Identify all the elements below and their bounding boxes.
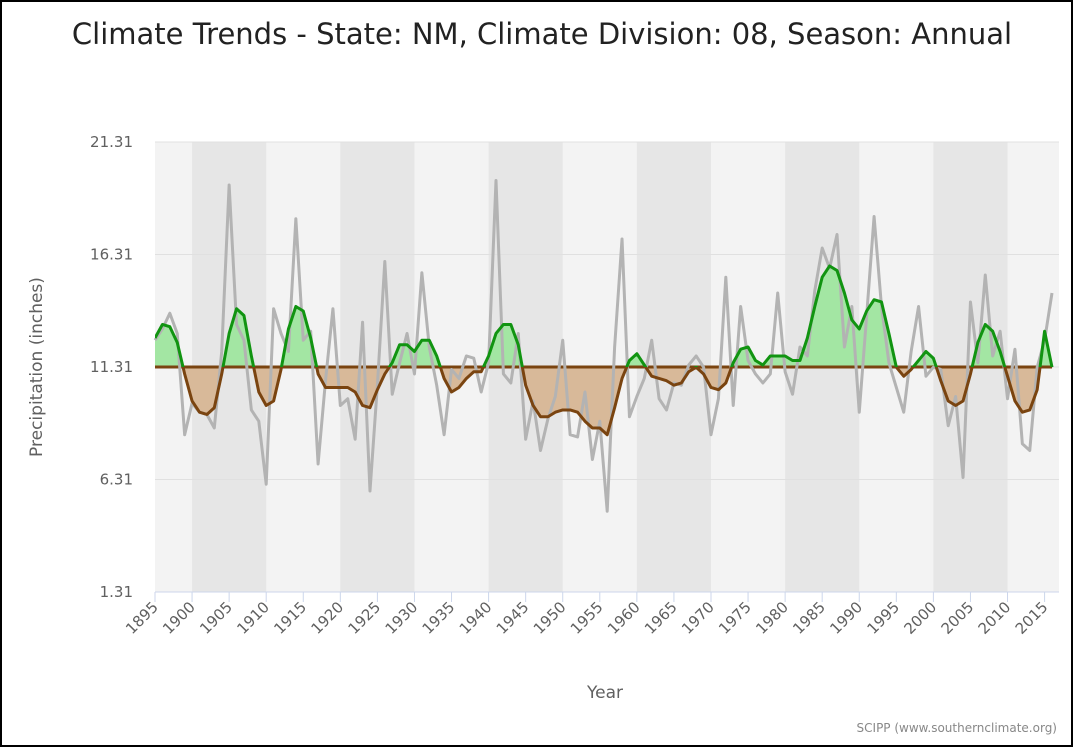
x-tick-label: 1975 — [715, 598, 755, 638]
x-tick-label: 1900 — [159, 598, 199, 638]
x-tick-label: 1950 — [530, 598, 570, 638]
smoothed-line-above — [155, 264, 1054, 367]
x-tick-label: 1905 — [196, 598, 236, 638]
x-tick-label: 1970 — [678, 598, 718, 638]
chart-title: Climate Trends - State: NM, Climate Divi… — [71, 17, 1013, 51]
smoothed-line-below — [181, 367, 1054, 437]
x-tick-label: 1920 — [307, 598, 347, 638]
credit: SCIPP (www.southernclimate.org) — [857, 721, 1057, 735]
y-tick-label: 1.31 — [100, 583, 133, 601]
x-tick-label: 1965 — [641, 598, 681, 638]
x-tick-label: 1995 — [863, 598, 903, 638]
y-tick-label: 21.31 — [90, 133, 133, 151]
x-tick-label: 1990 — [826, 598, 866, 638]
x-tick-label: 1915 — [270, 598, 310, 638]
x-tick-label: 1940 — [456, 598, 496, 638]
x-tick-label: 1930 — [382, 598, 422, 638]
x-axis-title: Year — [586, 683, 623, 703]
x-tick-label: 2000 — [900, 598, 940, 638]
x-tick-label: 2015 — [1012, 598, 1052, 638]
x-tick-label: 2010 — [975, 598, 1015, 638]
y-tick-label: 16.31 — [90, 246, 133, 264]
y-axis-title: Precipitation (inches) — [27, 277, 47, 457]
x-tick-label: 1985 — [789, 598, 829, 638]
y-tick-label: 11.31 — [90, 358, 133, 376]
annual-line — [153, 178, 1054, 513]
x-tick-label: 1980 — [752, 598, 792, 638]
x-tick-label: 1960 — [604, 598, 644, 638]
anomaly-area-above — [155, 265, 1052, 367]
x-tick-label: 2005 — [938, 598, 978, 638]
x-tick-label: 1895 — [122, 598, 162, 638]
x-tick-label: 1945 — [493, 598, 533, 638]
x-tick-label: 1935 — [419, 598, 459, 638]
x-tick-label: 1955 — [567, 598, 607, 638]
x-tick-label: 1925 — [344, 598, 384, 638]
y-tick-label: 6.31 — [100, 471, 133, 489]
x-tick-label: 1910 — [233, 598, 273, 638]
